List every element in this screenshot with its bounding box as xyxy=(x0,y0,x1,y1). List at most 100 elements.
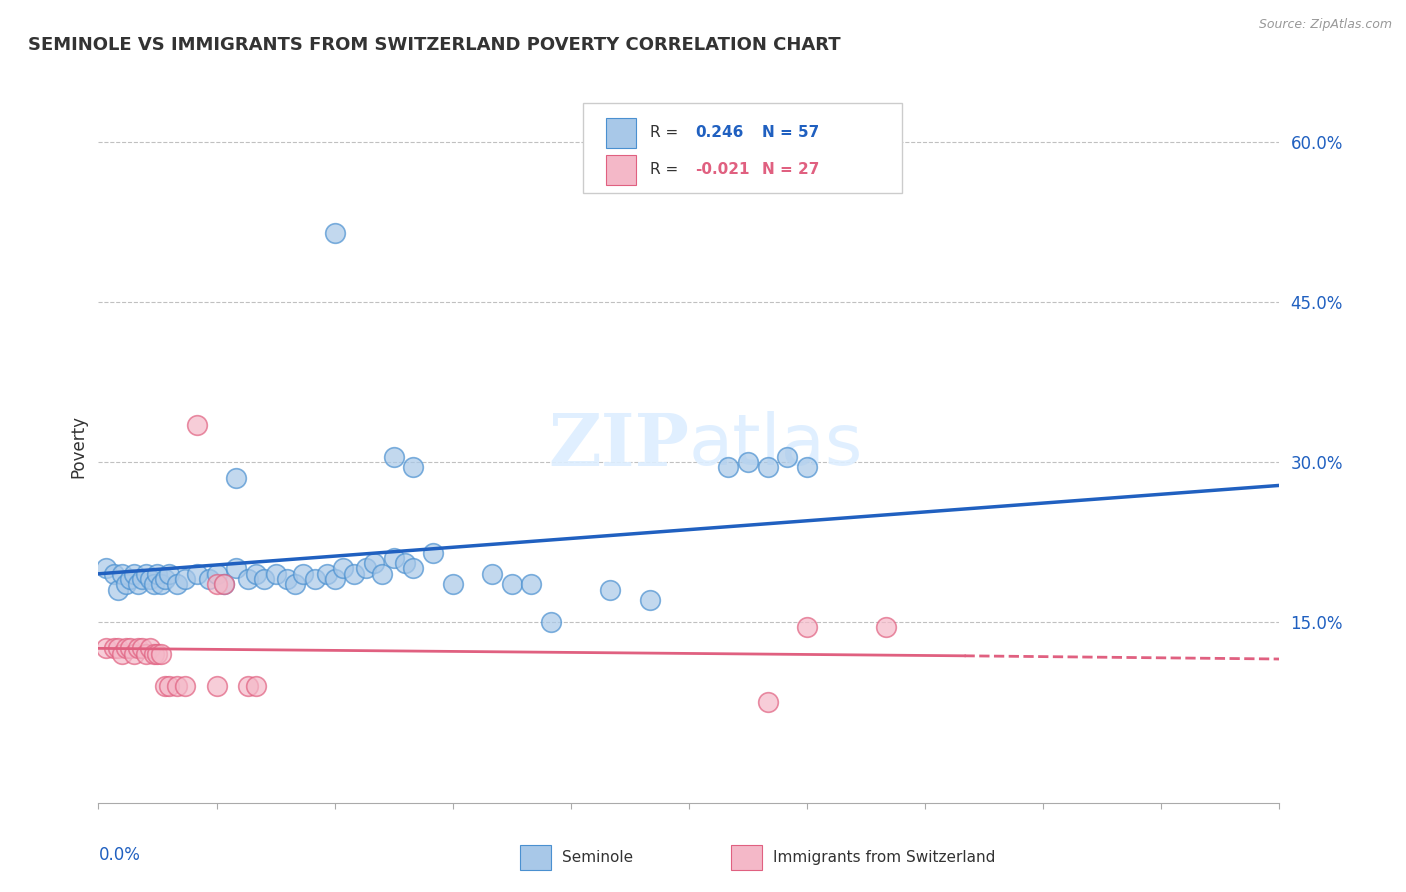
Point xyxy=(142,577,165,591)
Point xyxy=(138,641,160,656)
Y-axis label: Poverty: Poverty xyxy=(69,415,87,477)
Point xyxy=(142,647,165,661)
Point xyxy=(245,566,267,581)
Point xyxy=(501,577,523,591)
Point xyxy=(174,679,197,693)
Point xyxy=(343,566,366,581)
Point xyxy=(225,561,247,575)
Text: -0.021: -0.021 xyxy=(695,162,749,178)
Point xyxy=(394,556,416,570)
Point xyxy=(304,572,326,586)
Point xyxy=(292,566,315,581)
Text: R =: R = xyxy=(650,162,683,178)
Point xyxy=(135,647,157,661)
Point xyxy=(155,679,177,693)
Point xyxy=(118,572,141,586)
FancyBboxPatch shape xyxy=(606,118,636,148)
Point xyxy=(284,577,307,591)
Point xyxy=(332,561,354,575)
Point xyxy=(276,572,298,586)
Point xyxy=(205,679,228,693)
Text: N = 27: N = 27 xyxy=(762,162,820,178)
Point xyxy=(138,572,160,586)
Point xyxy=(371,566,394,581)
Point xyxy=(402,460,425,475)
FancyBboxPatch shape xyxy=(606,155,636,185)
Point xyxy=(150,577,173,591)
Point xyxy=(131,572,153,586)
Point xyxy=(157,679,180,693)
Point xyxy=(186,417,208,432)
Point xyxy=(146,647,169,661)
Point xyxy=(135,566,157,581)
Text: ZIP: ZIP xyxy=(548,410,689,482)
FancyBboxPatch shape xyxy=(582,103,901,193)
Point xyxy=(599,582,621,597)
Point xyxy=(422,545,444,559)
Point xyxy=(111,566,134,581)
Point xyxy=(441,577,464,591)
Point xyxy=(96,561,118,575)
Point xyxy=(796,620,818,634)
Text: 0.0%: 0.0% xyxy=(98,846,141,863)
Point xyxy=(638,593,661,607)
Point xyxy=(214,577,236,591)
Point xyxy=(122,566,145,581)
Point xyxy=(264,566,287,581)
Point xyxy=(382,450,405,464)
Point xyxy=(253,572,276,586)
Point xyxy=(111,647,134,661)
Point xyxy=(115,577,138,591)
Point xyxy=(107,641,129,656)
Point xyxy=(323,226,346,240)
Point xyxy=(236,679,259,693)
Point xyxy=(315,566,337,581)
Point xyxy=(103,566,125,581)
Point xyxy=(107,582,129,597)
Point xyxy=(166,577,188,591)
Point xyxy=(481,566,503,581)
Point xyxy=(737,455,759,469)
Text: R =: R = xyxy=(650,125,683,140)
Point xyxy=(776,450,799,464)
Point xyxy=(186,566,208,581)
Point xyxy=(205,577,228,591)
Point xyxy=(131,641,153,656)
Text: 0.246: 0.246 xyxy=(695,125,744,140)
Point xyxy=(382,550,405,565)
Point xyxy=(103,641,125,656)
Text: Seminole: Seminole xyxy=(562,850,634,864)
Point xyxy=(118,641,141,656)
Text: N = 57: N = 57 xyxy=(762,125,820,140)
Point xyxy=(354,561,377,575)
Point xyxy=(127,641,149,656)
Point xyxy=(174,572,197,586)
Point xyxy=(520,577,543,591)
Point xyxy=(875,620,897,634)
Point xyxy=(166,679,188,693)
Point xyxy=(96,641,118,656)
Point xyxy=(122,647,145,661)
Point xyxy=(127,577,149,591)
Point xyxy=(150,647,173,661)
Point xyxy=(756,460,779,475)
Point xyxy=(115,641,138,656)
Point xyxy=(363,556,385,570)
Point xyxy=(155,572,177,586)
Point xyxy=(146,566,169,581)
Text: Source: ZipAtlas.com: Source: ZipAtlas.com xyxy=(1258,18,1392,31)
Point xyxy=(796,460,818,475)
Point xyxy=(197,572,219,586)
Text: Immigrants from Switzerland: Immigrants from Switzerland xyxy=(773,850,995,864)
Point xyxy=(214,577,236,591)
Point xyxy=(245,679,267,693)
Point xyxy=(157,566,180,581)
Point xyxy=(402,561,425,575)
Point xyxy=(717,460,740,475)
Point xyxy=(756,695,779,709)
Point xyxy=(540,615,562,629)
Point xyxy=(236,572,259,586)
Point xyxy=(225,471,247,485)
Text: SEMINOLE VS IMMIGRANTS FROM SWITZERLAND POVERTY CORRELATION CHART: SEMINOLE VS IMMIGRANTS FROM SWITZERLAND … xyxy=(28,36,841,54)
Point xyxy=(323,572,346,586)
